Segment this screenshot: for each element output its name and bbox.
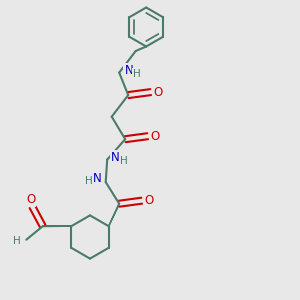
- Text: O: O: [151, 130, 160, 143]
- Text: H: H: [120, 156, 128, 166]
- Text: N: N: [124, 64, 133, 77]
- Text: O: O: [26, 193, 35, 206]
- Polygon shape: [109, 203, 119, 226]
- Text: O: O: [145, 194, 154, 207]
- Text: N: N: [111, 151, 120, 164]
- Text: H: H: [85, 176, 93, 186]
- Text: N: N: [93, 172, 102, 185]
- Text: O: O: [154, 85, 163, 99]
- Text: H: H: [13, 236, 21, 246]
- Text: H: H: [133, 69, 141, 79]
